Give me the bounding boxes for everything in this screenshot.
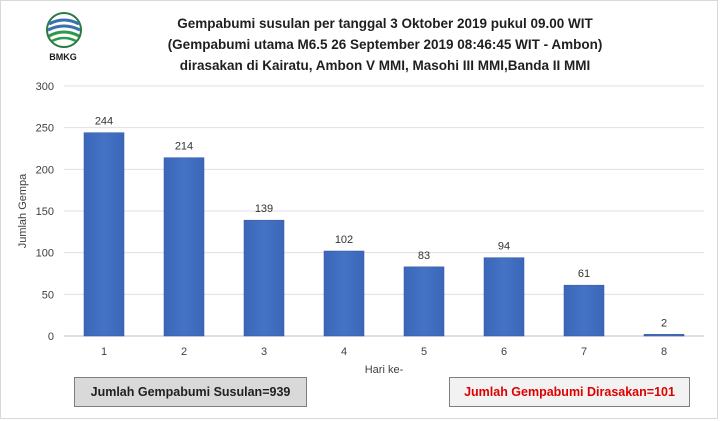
x-tick-label: 7 [581, 346, 587, 358]
y-tick-label: 0 [48, 331, 54, 343]
bar [563, 284, 605, 337]
data-label: 83 [418, 250, 430, 262]
x-tick-label: 2 [181, 346, 187, 358]
felt-aftershocks-box: Jumlah Gempabumi Dirasakan=101 [449, 377, 690, 407]
x-tick-label: 3 [261, 346, 267, 358]
bar [83, 132, 125, 337]
bar [483, 257, 525, 337]
bar [243, 219, 285, 337]
total-aftershocks-box: Jumlah Gempabumi Susulan=939 [74, 377, 307, 407]
bar [323, 250, 365, 337]
logo-text: BMKG [49, 52, 77, 62]
data-label: 2 [661, 317, 667, 329]
data-label: 139 [255, 203, 273, 215]
bar [163, 157, 205, 337]
x-tick-label: 4 [341, 346, 347, 358]
bar [643, 334, 685, 337]
x-tick-label: 6 [501, 346, 507, 358]
y-axis-label: Jumlah Gempa [17, 173, 29, 248]
data-label: 61 [578, 268, 590, 280]
data-label: 214 [175, 141, 193, 153]
chart-title-line-1: Gempabumi susulan per tanggal 3 Oktober … [177, 16, 593, 31]
data-label: 244 [95, 116, 113, 128]
x-tick-label: 1 [101, 346, 107, 358]
y-tick-label: 150 [36, 206, 54, 218]
data-label: 102 [335, 234, 353, 246]
bar [403, 266, 445, 337]
data-label: 94 [498, 241, 510, 253]
y-tick-label: 250 [36, 123, 54, 135]
y-tick-label: 100 [36, 248, 54, 260]
y-tick-label: 300 [36, 81, 54, 93]
x-axis-label: Hari ke- [365, 364, 404, 376]
y-tick-label: 200 [36, 164, 54, 176]
chart-title-line-3: dirasakan di Kairatu, Ambon V MMI, Masoh… [179, 58, 591, 73]
x-tick-label: 8 [661, 346, 667, 358]
chart-title-line-2: (Gempabumi utama M6.5 26 September 2019 … [167, 37, 603, 52]
x-tick-label: 5 [421, 346, 427, 358]
bmkg-logo-icon [46, 12, 82, 48]
y-tick-label: 50 [42, 289, 54, 301]
